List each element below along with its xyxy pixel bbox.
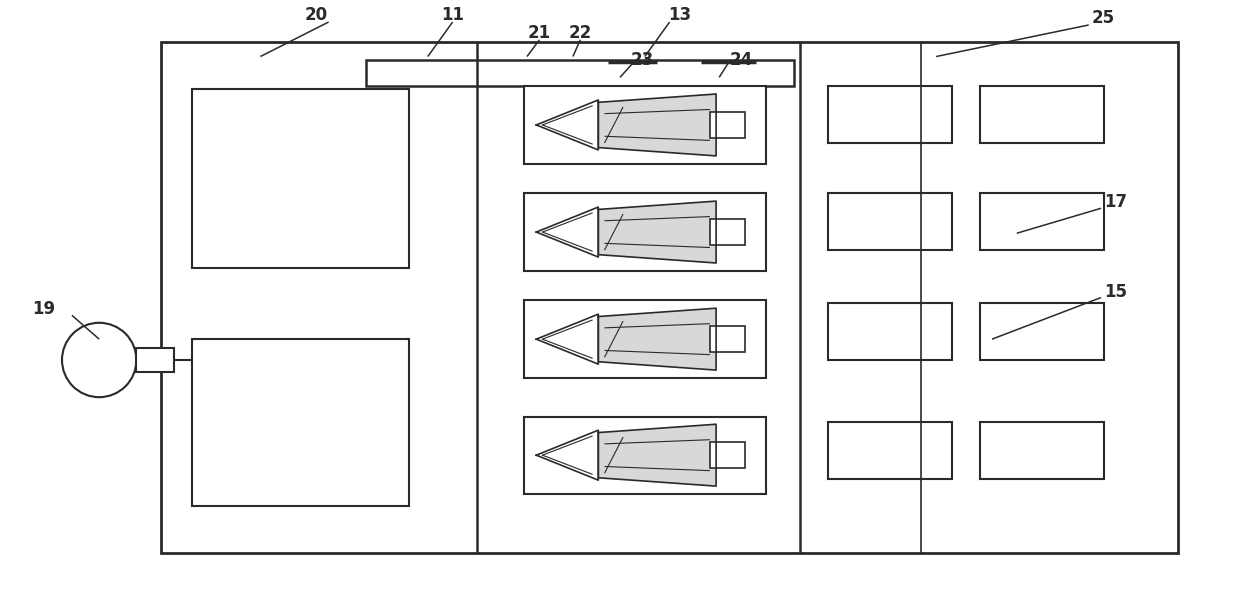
Polygon shape bbox=[598, 201, 717, 263]
Bar bbox=[709, 326, 744, 352]
Bar bbox=[523, 193, 766, 271]
Text: 13: 13 bbox=[668, 6, 691, 24]
Bar bbox=[980, 86, 1104, 143]
Text: 15: 15 bbox=[1105, 283, 1127, 300]
Text: 21: 21 bbox=[528, 24, 551, 42]
Text: 22: 22 bbox=[569, 24, 591, 42]
Bar bbox=[523, 300, 766, 378]
Text: 19: 19 bbox=[32, 300, 55, 318]
Bar bbox=[192, 89, 409, 268]
Bar bbox=[828, 193, 952, 250]
Text: 24: 24 bbox=[730, 51, 753, 68]
Polygon shape bbox=[598, 308, 717, 370]
Bar bbox=[980, 422, 1104, 479]
Bar bbox=[980, 303, 1104, 360]
Bar bbox=[980, 193, 1104, 250]
Bar bbox=[828, 86, 952, 143]
Bar bbox=[709, 112, 744, 138]
Bar bbox=[192, 339, 409, 506]
Text: 17: 17 bbox=[1105, 193, 1127, 211]
Bar bbox=[523, 86, 766, 164]
Text: 23: 23 bbox=[631, 51, 653, 68]
Text: 20: 20 bbox=[305, 6, 327, 24]
Text: 11: 11 bbox=[441, 6, 464, 24]
Bar bbox=[161, 42, 1178, 553]
Polygon shape bbox=[598, 424, 717, 486]
Bar bbox=[136, 348, 174, 372]
Bar bbox=[709, 442, 744, 468]
Bar bbox=[523, 416, 766, 494]
Bar bbox=[366, 60, 794, 86]
Polygon shape bbox=[598, 94, 717, 156]
Bar bbox=[828, 422, 952, 479]
Text: 25: 25 bbox=[1092, 9, 1115, 27]
Bar bbox=[828, 303, 952, 360]
Circle shape bbox=[62, 322, 136, 397]
Bar bbox=[709, 219, 744, 245]
